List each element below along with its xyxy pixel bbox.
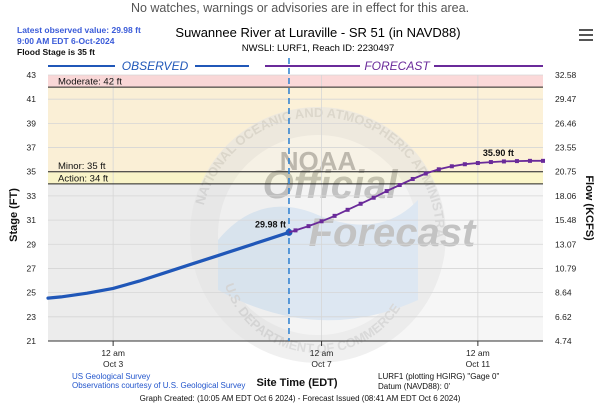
y-tick-label: 41 xyxy=(27,94,37,104)
forecast-point xyxy=(436,167,441,172)
y2-tick-label: 4.74 xyxy=(555,336,572,346)
y2-tick-label: 13.07 xyxy=(555,239,577,249)
flood-stage-note: Flood Stage is 35 ft xyxy=(17,47,95,57)
y-tick-label: 25 xyxy=(27,288,37,298)
forecast-point xyxy=(306,224,311,229)
chart-gridlines xyxy=(48,74,543,342)
threshold-label-action: Action: 34 ft xyxy=(58,173,109,184)
usgs-source-link[interactable]: US Geological Survey xyxy=(72,372,150,381)
y2-tick-label: 8.64 xyxy=(555,288,572,298)
y-axis-label: Stage (FT) xyxy=(8,188,20,242)
forecast-point xyxy=(527,158,532,163)
forecast-point xyxy=(384,189,389,194)
threshold-label-minor: Minor: 35 ft xyxy=(58,161,106,172)
gage-info: LURF1 (plotting HGIRG) "Gage 0" xyxy=(378,372,499,381)
y-tick-label: 37 xyxy=(27,143,37,153)
observed-latest-point xyxy=(285,228,293,236)
forecast-point xyxy=(475,161,480,166)
y-tick-label: 31 xyxy=(27,215,37,225)
menu-bar-icon xyxy=(579,39,593,41)
x-tick-label: 12 am xyxy=(310,348,334,358)
x-tick-date: Oct 11 xyxy=(466,359,491,369)
y-tick-label: 35 xyxy=(27,167,37,177)
y-tick-label: 43 xyxy=(27,70,37,80)
y2-tick-label: 20.75 xyxy=(555,167,577,177)
threshold-label-moderate: Moderate: 42 ft xyxy=(58,77,122,88)
chart-title: Suwannee River at Luraville - SR 51 (in … xyxy=(175,25,460,40)
forecast-point xyxy=(345,207,350,212)
menu-bar-icon xyxy=(579,29,593,31)
x-tick-label: 12 am xyxy=(466,348,490,358)
x-axis-label: Site Time (EDT) xyxy=(256,377,337,389)
y-tick-label: 23 xyxy=(27,312,37,322)
chart-subtitle: NWSLI: LURF1, Reach ID: 2230497 xyxy=(242,43,395,54)
forecast-point xyxy=(462,162,467,167)
y2-tick-label: 18.06 xyxy=(555,191,577,201)
graph-created-note: Graph Created: (10:05 AM EDT Oct 6 2024)… xyxy=(140,394,461,403)
forecast-point xyxy=(501,159,506,164)
y2-tick-label: 26.46 xyxy=(555,118,577,128)
value-annotation: 29.98 ft xyxy=(255,219,286,229)
forecast-point xyxy=(319,219,324,224)
forecast-point xyxy=(332,213,337,218)
observed-series-line xyxy=(46,230,291,300)
section-headers: OBSERVED FORECAST xyxy=(48,59,543,73)
x-tick-date: Oct 7 xyxy=(311,359,332,369)
x-tick-label: 12 am xyxy=(101,348,125,358)
latest-observed-time: 9:00 AM EDT 6-Oct-2024 xyxy=(17,36,115,46)
forecast-label: FORECAST xyxy=(364,59,431,73)
y-tick-label: 27 xyxy=(27,263,37,273)
forecast-point xyxy=(514,159,519,164)
forecast-point xyxy=(449,164,454,169)
y2-tick-label: 32.58 xyxy=(555,70,577,80)
data-series xyxy=(46,158,545,300)
forecast-point xyxy=(488,160,493,165)
y-tick-label: 21 xyxy=(27,336,37,346)
y2-tick-label: 15.48 xyxy=(555,215,577,225)
hamburger-menu-icon[interactable] xyxy=(579,29,593,44)
y2-tick-label: 6.62 xyxy=(555,312,572,322)
y2-tick-label: 29.47 xyxy=(555,94,577,104)
forecast-point xyxy=(397,183,402,188)
forecast-point xyxy=(358,201,363,206)
y-tick-label: 39 xyxy=(27,118,37,128)
datum-info: Datum (NAVD88): 0' xyxy=(378,382,451,391)
forecast-point xyxy=(423,171,428,176)
y-tick-label: 29 xyxy=(27,239,37,249)
advisory-banner: No watches, warnings or advisories are i… xyxy=(130,1,470,15)
band-moderate xyxy=(48,75,543,88)
usgs-observations-credit[interactable]: Observations courtesy of U.S. Geological… xyxy=(72,381,245,390)
watermark-noaa: NOAA xyxy=(280,146,357,176)
x-tick-date: Oct 3 xyxy=(103,359,124,369)
menu-bar-icon xyxy=(579,34,593,36)
watermark-forecast: Forecast xyxy=(309,211,477,255)
observation-info: Latest observed value: 29.98 ft 9:00 AM … xyxy=(17,25,141,58)
watermark-official: Official xyxy=(263,163,399,207)
axis-ticks: 21 23 25 27 29 31 33 35 37 39 41 43 4.74 6.62 8.64 10.7… xyxy=(27,70,577,369)
y-tick-label: 33 xyxy=(27,191,37,201)
y2-tick-label: 10.79 xyxy=(555,263,577,273)
value-annotations: 29.98 ft 35.90 ft xyxy=(255,148,514,230)
latest-observed-value: Latest observed value: 29.98 ft xyxy=(17,25,141,35)
forecast-point xyxy=(293,228,298,233)
forecast-point xyxy=(541,158,545,163)
value-annotation: 35.90 ft xyxy=(483,148,514,158)
y2-axis-label: Flow (KCFS) xyxy=(583,175,595,241)
y2-tick-label: 23.55 xyxy=(555,143,577,153)
observed-label: OBSERVED xyxy=(122,59,189,73)
forecast-point xyxy=(371,195,376,200)
forecast-point xyxy=(410,176,415,181)
watermark-wave xyxy=(218,200,418,321)
